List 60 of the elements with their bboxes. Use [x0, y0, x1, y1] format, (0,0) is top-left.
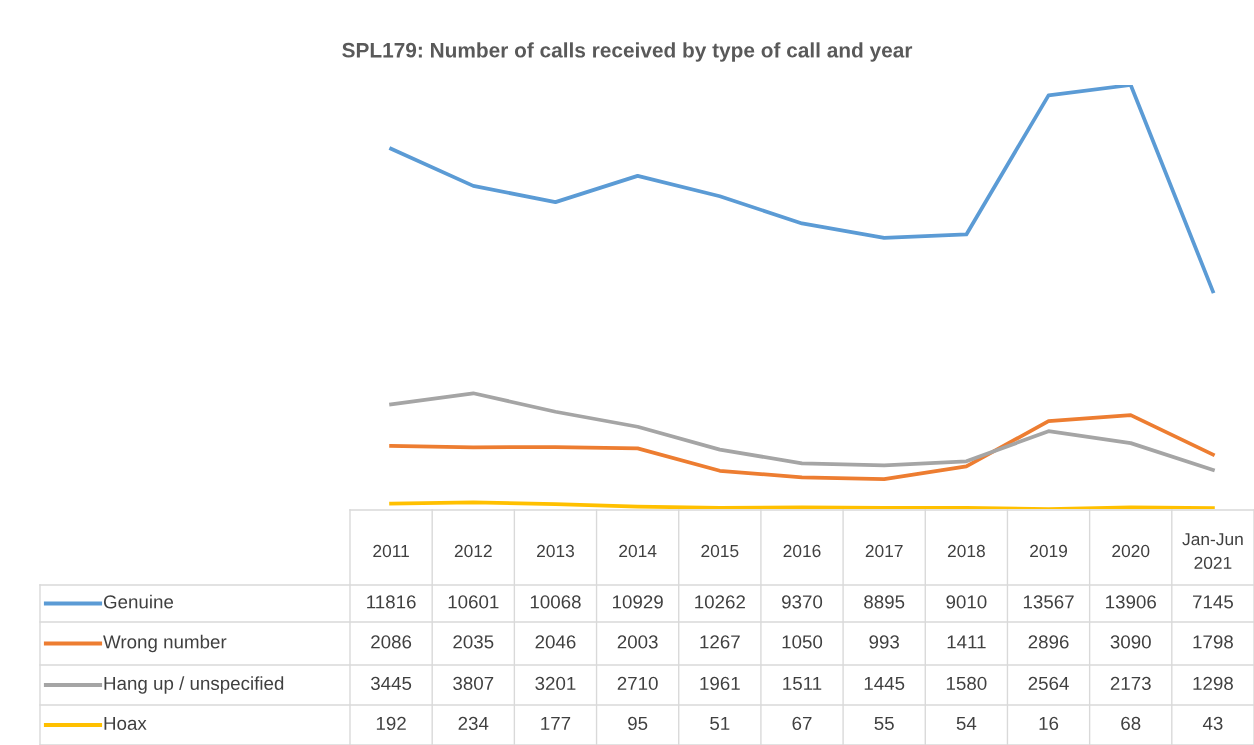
data-label: 10068: [530, 595, 581, 609]
data-label: 68: [1121, 716, 1141, 731]
x-tick-label: 2011: [373, 544, 409, 558]
data-label: 2046: [535, 635, 576, 649]
x-tick-label: 2012: [454, 544, 492, 558]
x-tick-label: 2016: [783, 544, 821, 558]
x-tick-label: Jan-Jun 2021: [1182, 533, 1243, 570]
data-label: 1298: [1193, 676, 1233, 691]
data-label: 1411: [947, 635, 986, 649]
data-label: 8895: [864, 595, 905, 609]
data-label: 67: [792, 716, 812, 731]
data-label: 43: [1202, 716, 1223, 731]
data-label: 1798: [1193, 635, 1233, 649]
data-label: 10601: [448, 595, 499, 609]
legend-label: Hoax: [104, 716, 147, 731]
data-label: 2710: [617, 676, 658, 691]
x-tick-label: 2013: [537, 544, 574, 558]
data-label: 1267: [700, 635, 740, 649]
data-label: 1580: [946, 676, 987, 691]
data-label: 95: [628, 716, 648, 731]
data-label: 3445: [370, 676, 412, 691]
chart-title: SPL179: Number of calls received by type of call and year: [342, 42, 913, 62]
data-label: 2564: [1028, 676, 1069, 691]
data-label: 3201: [535, 676, 576, 691]
data-label: 10929: [613, 595, 663, 609]
data-label: 2173: [1110, 676, 1151, 691]
data-label: 1445: [864, 676, 905, 691]
x-tick-label: 2017: [865, 544, 903, 558]
x-tick-label: 2014: [619, 544, 657, 558]
data-label: 2035: [453, 635, 494, 649]
data-label: 55: [874, 716, 894, 731]
data-label: 11816: [367, 595, 416, 609]
data-label: 3807: [453, 676, 494, 691]
data-label: 1050: [782, 635, 823, 649]
data-label: 13906: [1106, 595, 1156, 609]
data-label: 1961: [700, 676, 740, 691]
data-label: 7145: [1193, 595, 1233, 609]
x-tick-label: 2019: [1030, 544, 1068, 558]
x-tick-label: 2020: [1112, 544, 1150, 558]
x-tick-label: 2015: [701, 544, 739, 558]
data-label: 234: [458, 716, 489, 731]
data-label: 10262: [695, 595, 745, 609]
data-label: 1511: [783, 676, 822, 691]
data-label: 177: [541, 716, 571, 730]
data-label: 54: [956, 716, 977, 731]
data-label: 2086: [371, 635, 412, 649]
data-label: 51: [710, 716, 730, 731]
data-label: 13567: [1023, 595, 1074, 609]
legend-label: Wrong number: [103, 634, 227, 653]
legend-label: Hang up / unspecified: [104, 676, 284, 694]
data-label: 192: [376, 716, 406, 731]
data-label: 2003: [617, 635, 658, 649]
data-label: 2896: [1028, 635, 1069, 649]
data-label: 9010: [946, 595, 987, 609]
data-label: 3090: [1110, 635, 1151, 649]
data-label: 9370: [782, 595, 823, 609]
legend-label: Genuine: [103, 594, 174, 609]
x-tick-label: 2018: [947, 544, 985, 558]
data-label: 993: [869, 635, 899, 649]
data-label: 16: [1039, 716, 1059, 731]
